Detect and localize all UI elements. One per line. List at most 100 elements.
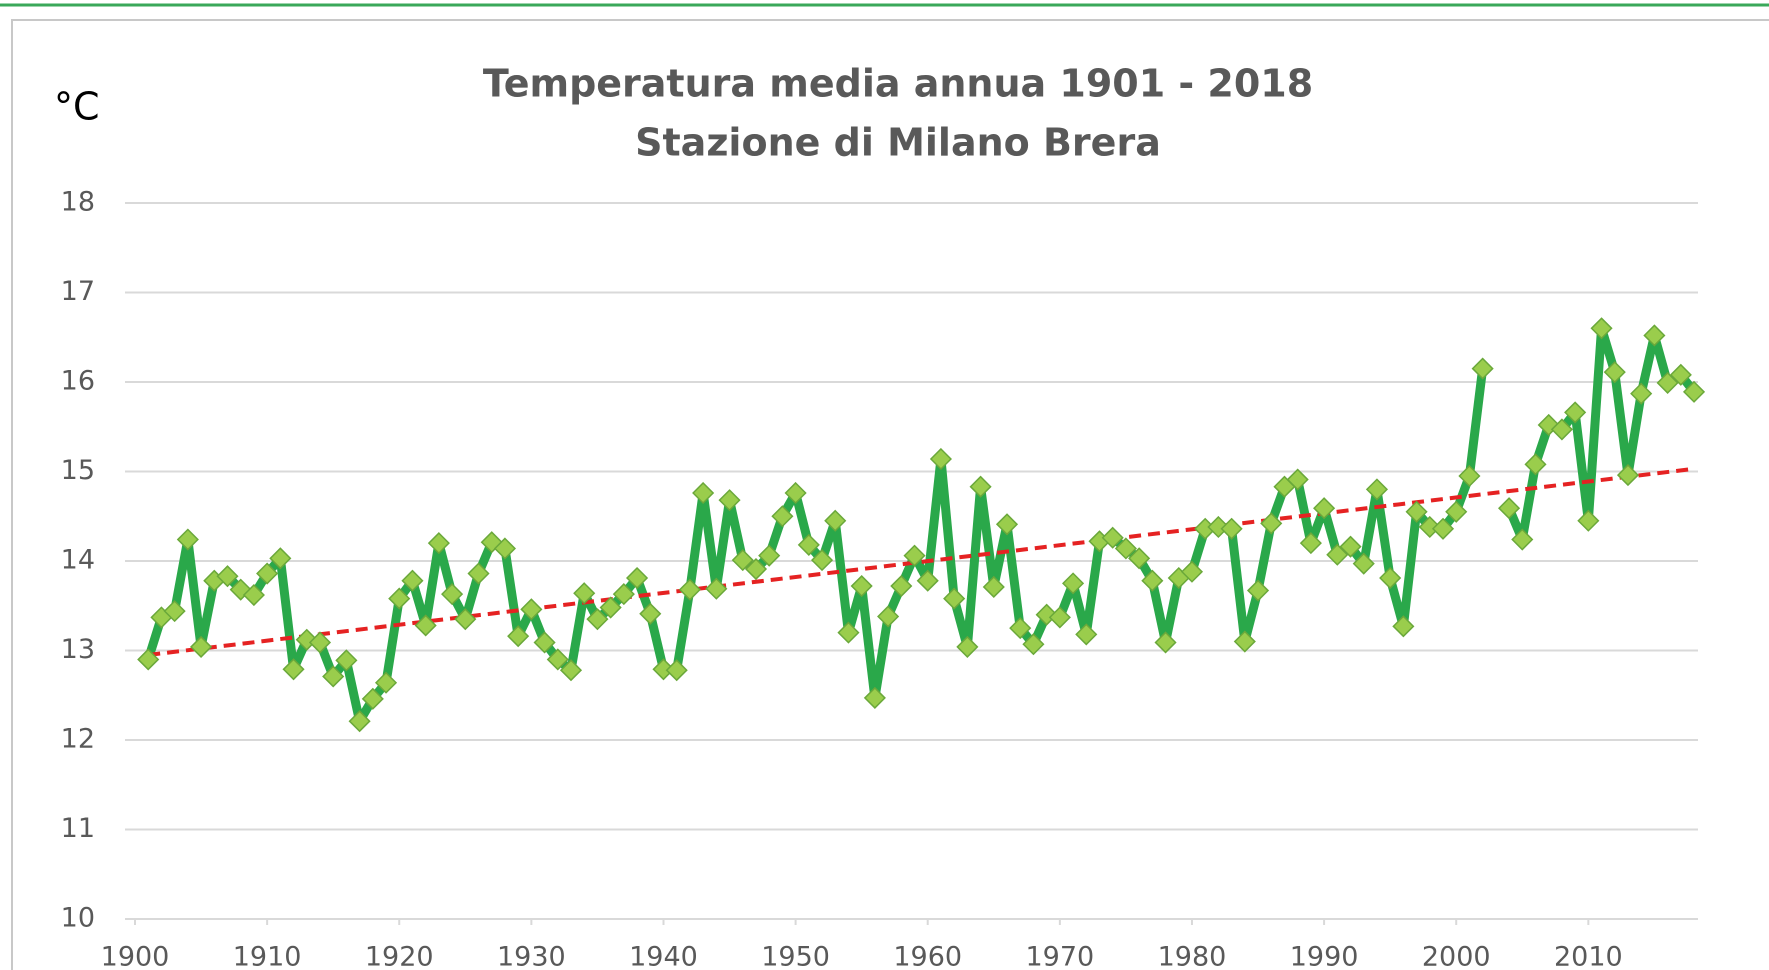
marker [969,475,992,498]
y-tick-label: 17 [61,276,95,307]
marker [797,533,820,556]
marker [758,544,781,567]
marker [1141,569,1164,592]
marker [784,481,807,505]
marker [348,710,371,733]
marker [903,544,926,567]
y-tick-label: 16 [61,366,95,397]
marker [361,687,384,710]
marker [1564,401,1587,424]
marker [995,513,1019,536]
x-tick-label: 1900 [101,942,170,970]
marker [163,600,186,623]
marker [731,549,754,572]
y-tick-label: 12 [61,724,95,755]
marker [1498,497,1521,520]
marker [771,505,794,528]
marker [1207,515,1230,539]
marker [1022,633,1045,656]
marker [1339,535,1362,558]
marker [137,648,160,671]
marker [441,583,464,606]
marker [1431,517,1455,540]
y-tick-label: 13 [61,634,95,665]
marker [1418,515,1441,539]
marker [744,557,768,581]
marker [401,569,424,592]
marker [982,575,1005,599]
marker [520,598,543,621]
marker [1352,552,1375,575]
marker [837,621,860,644]
chart-title: Temperatura media annua 1901 - 2018 [483,62,1313,106]
marker [665,659,688,682]
marker [546,648,569,671]
chart-subtitle: Stazione di Milano Brera [635,121,1161,165]
marker [282,658,305,681]
marker [1669,363,1692,386]
marker [586,608,609,631]
marker [705,577,728,600]
marker [890,574,913,598]
marker [1603,361,1626,384]
y-tick-label: 11 [61,813,95,844]
x-tick-label: 1960 [893,942,962,970]
marker [863,686,886,709]
marker [1114,537,1137,560]
marker [1365,478,1389,501]
marker [1075,623,1098,646]
marker [1445,500,1468,523]
y-tick-label: 18 [61,187,95,218]
trend-line [147,466,1695,657]
marker [1101,526,1124,549]
marker [256,562,279,585]
x-tick-label: 1990 [1290,942,1359,970]
marker [718,489,741,512]
marker [1656,371,1679,394]
marker [1299,532,1322,555]
marker [493,537,517,560]
marker [1616,464,1640,487]
marker [216,565,239,588]
marker [335,649,358,672]
marker [1630,382,1653,405]
marker [573,582,596,605]
marker [176,528,199,551]
x-tick-label: 1950 [761,942,830,970]
marker [1128,547,1151,570]
x-tick-label: 2010 [1554,942,1623,970]
y-tick-label: 15 [61,455,95,486]
marker [1379,566,1402,590]
marker [507,625,530,648]
marker [692,481,715,505]
marker [454,608,477,631]
marker [308,631,332,654]
marker [1577,509,1600,532]
marker [943,587,966,610]
marker [1682,380,1706,403]
marker [1326,543,1349,566]
marker [374,671,398,694]
marker [1009,617,1032,640]
marker [850,574,873,598]
marker [1458,464,1481,488]
marker [1246,579,1270,602]
marker [1405,500,1428,523]
marker [388,587,411,610]
marker [916,569,939,592]
x-tick-label: 1920 [365,942,434,970]
marker [1590,317,1613,340]
y-tick-label: 10 [61,903,95,934]
marker [1233,630,1256,653]
marker [467,562,490,585]
marker [1062,572,1085,595]
marker [824,509,847,532]
marker [877,605,900,628]
marker [322,665,345,688]
x-tick-label: 1970 [1025,942,1094,970]
marker [559,659,583,682]
marker [1313,497,1336,520]
marker [1048,606,1071,629]
